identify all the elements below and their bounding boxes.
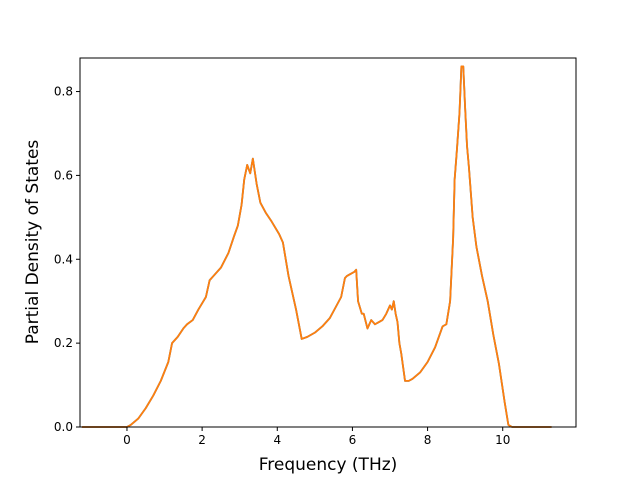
y-axis-label: Partial Density of States <box>23 140 43 345</box>
series-line-0 <box>81 65 552 428</box>
x-tick-label: 2 <box>198 433 206 447</box>
series-layer <box>81 65 552 428</box>
y-axis-ticks: 0.0 0.2 0.4 0.6 0.8 <box>54 85 80 434</box>
x-tick-label: 8 <box>424 433 432 447</box>
x-axis-label: Frequency (THz) <box>259 455 398 475</box>
x-tick-label: 6 <box>349 433 357 447</box>
x-tick-label: 10 <box>495 433 510 447</box>
x-tick-label: 4 <box>273 433 281 447</box>
y-tick-label: 0.8 <box>54 85 73 99</box>
y-tick-label: 0.2 <box>54 336 73 350</box>
plot-frame <box>79 57 577 428</box>
y-tick-label: 0.0 <box>54 420 73 434</box>
x-tick-label: 0 <box>123 433 131 447</box>
x-axis-ticks: 0 2 4 6 8 10 <box>123 427 510 447</box>
y-tick-label: 0.4 <box>54 252 73 266</box>
y-tick-label: 0.6 <box>54 168 73 182</box>
plot-area <box>80 58 576 427</box>
